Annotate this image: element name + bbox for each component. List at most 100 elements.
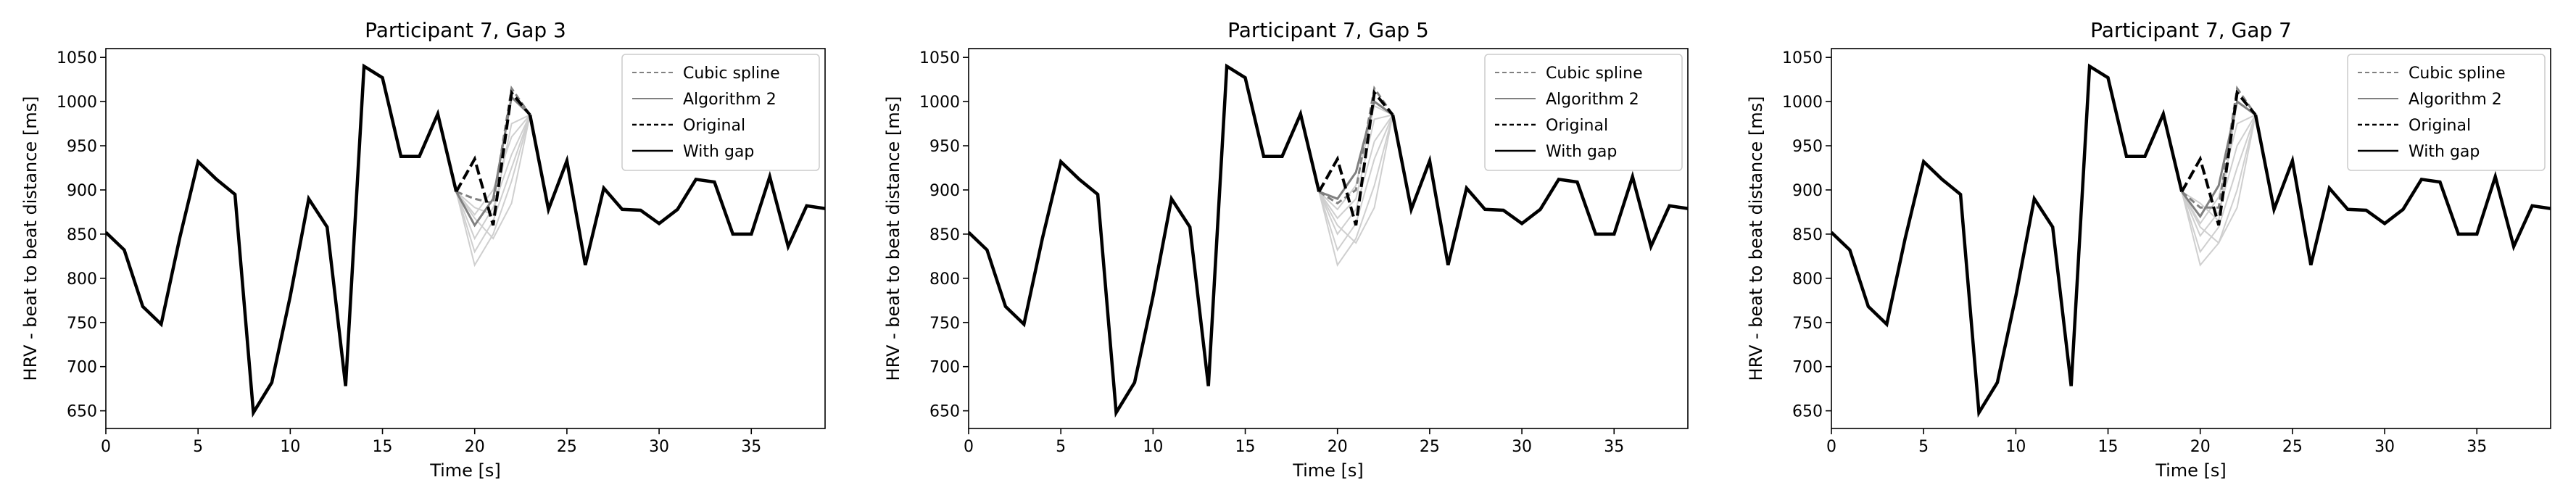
series-line-with-gap: [106, 63, 458, 418]
faint-candidate-line: [2181, 115, 2256, 254]
x-tick-label: 30: [649, 438, 669, 456]
faint-candidate-line: [455, 114, 531, 216]
chart-panel-1: Participant 7, Gap 3 0 5 10 15 20 25 30 35 650 700…: [20, 18, 826, 481]
y-tick-label: 1050: [57, 49, 97, 67]
faint-candidate-line: [1318, 104, 1393, 211]
legend-entry-label: Algorithm 2: [2409, 91, 2502, 109]
x-tick-label: 20: [1328, 438, 1348, 456]
x-tick-label: 35: [1604, 438, 1624, 456]
series-line-cubic-spline: [2181, 85, 2257, 209]
faint-candidate-line: [1318, 114, 1393, 236]
series-line-with-gap: [969, 63, 1321, 418]
y-tick-label: 800: [67, 270, 97, 289]
plot-area: [1831, 63, 2551, 418]
x-tick-label: 30: [1512, 438, 1532, 456]
x-tick-label: 15: [1235, 438, 1256, 456]
plot-area: [969, 63, 1688, 418]
y-tick-label: 650: [929, 403, 960, 421]
y-axis-label: HRV - beat to beat distance [ms]: [1746, 96, 1766, 381]
y-tick-label: 800: [1792, 270, 1823, 289]
y-tick-label: 1050: [919, 49, 960, 67]
x-tick-label: 35: [2467, 438, 2487, 456]
y-tick-label: 700: [929, 359, 960, 377]
y-tick-label: 750: [67, 315, 97, 333]
y-tick-label: 950: [67, 138, 97, 156]
y-tick-label: 1000: [919, 94, 960, 112]
series-line-with-gap: [2253, 114, 2551, 266]
series-line-algorithm-2: [455, 94, 531, 228]
legend-entry-label: Cubic spline: [683, 65, 780, 83]
series-line-original: [1317, 89, 1394, 226]
y-tick-label: 750: [929, 315, 960, 333]
chart-title: Participant 7, Gap 3: [365, 18, 566, 42]
x-tick-label: 25: [1420, 438, 1440, 456]
legend-entry-label: Original: [2409, 117, 2471, 135]
legend-entry-label: Original: [683, 117, 745, 135]
y-tick-label: 650: [67, 403, 97, 421]
legend-frame: [1484, 54, 1683, 171]
x-tick-label: 5: [193, 438, 203, 456]
y-tick-label: 850: [1792, 226, 1823, 244]
y-tick-label: 1050: [1782, 49, 1823, 67]
faint-candidate-line: [1318, 115, 1393, 267]
y-tick-label: 950: [1792, 138, 1823, 156]
y-tick-label: 650: [1792, 403, 1823, 421]
x-tick-label: 5: [1918, 438, 1929, 456]
series-line-cubic-spline: [455, 85, 531, 205]
faint-candidate-line: [1318, 115, 1393, 252]
y-tick-label: 1000: [1782, 94, 1823, 112]
y-axis-label: HRV - beat to beat distance [ms]: [883, 96, 903, 381]
x-axis-label: Time [s]: [429, 460, 501, 481]
y-tick-label: 1000: [57, 94, 97, 112]
faint-candidate-line: [455, 115, 531, 240]
faint-candidate-line: [455, 115, 531, 254]
y-tick-label: 850: [67, 226, 97, 244]
y-tick-label: 800: [929, 270, 960, 289]
x-tick-label: 25: [2282, 438, 2303, 456]
series-line-with-gap: [1831, 63, 2184, 418]
series-line-cubic-spline: [1318, 85, 1394, 205]
plot-area: [106, 63, 825, 418]
series-line-with-gap: [1391, 114, 1688, 266]
x-tick-label: 5: [1056, 438, 1066, 456]
legend-entry-label: Algorithm 2: [1546, 91, 1639, 109]
series-line-algorithm-2: [2181, 99, 2256, 219]
x-tick-label: 20: [2190, 438, 2211, 456]
faint-candidate-line: [455, 114, 531, 216]
faint-candidate-line: [1318, 114, 1393, 220]
chart-title: Participant 7, Gap 7: [2090, 18, 2292, 42]
axes-frame: [105, 48, 826, 429]
series-line-original: [455, 89, 531, 226]
legend-entry-label: With gap: [1546, 143, 1617, 161]
legend-frame: [2347, 54, 2546, 171]
legend-entry-label: With gap: [2409, 143, 2480, 161]
axes-frame: [968, 48, 1689, 429]
chart-title: Participant 7, Gap 5: [1227, 18, 1429, 42]
x-tick-label: 10: [280, 438, 300, 456]
y-tick-label: 900: [1792, 182, 1823, 200]
chart-panel-3: Participant 7, Gap 7 0 5 10 15 20 25 30 35 650 700…: [1746, 18, 2551, 481]
legend-entry-label: Cubic spline: [1546, 65, 1643, 83]
y-tick-label: 700: [67, 359, 97, 377]
legend-entry-label: With gap: [683, 143, 754, 161]
faint-candidate-line: [455, 114, 531, 241]
y-tick-label: 950: [929, 138, 960, 156]
series-line-original: [2180, 89, 2257, 226]
x-tick-label: 20: [465, 438, 485, 456]
x-tick-label: 0: [964, 438, 974, 456]
series-line-with-gap: [528, 114, 825, 266]
legend: Cubic spline Algorithm 2 Original With gap: [1484, 54, 1683, 171]
y-tick-label: 700: [1792, 359, 1823, 377]
y-tick-label: 900: [929, 182, 960, 200]
x-axis-label: Time [s]: [2155, 460, 2227, 481]
x-axis-label: Time [s]: [1292, 460, 1364, 481]
axes-frame: [1831, 48, 2551, 429]
y-axis-label: HRV - beat to beat distance [ms]: [20, 96, 41, 381]
x-tick-label: 35: [741, 438, 761, 456]
faint-candidate-line: [2181, 115, 2256, 244]
legend: Cubic spline Algorithm 2 Original With gap: [621, 54, 820, 171]
y-tick-label: 750: [1792, 315, 1823, 333]
chart-panel-2: Participant 7, Gap 5 0 5 10 15 20 25 30 35 650 700…: [883, 18, 1689, 481]
faint-candidate-line: [2181, 114, 2256, 238]
